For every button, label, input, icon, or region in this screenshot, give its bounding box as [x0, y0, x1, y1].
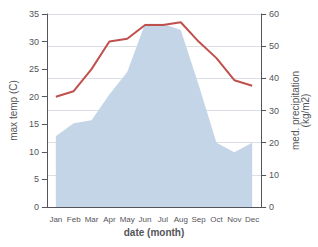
svg-text:60: 60 — [269, 9, 279, 19]
svg-text:Jan: Jan — [49, 215, 62, 224]
svg-text:35: 35 — [29, 9, 39, 19]
svg-text:10: 10 — [269, 170, 279, 180]
svg-text:Apr: Apr — [103, 215, 116, 224]
svg-text:20: 20 — [269, 138, 279, 148]
svg-text:10: 10 — [29, 147, 39, 157]
svg-text:Nov: Nov — [227, 215, 241, 224]
svg-text:Aug: Aug — [174, 215, 188, 224]
svg-text:50: 50 — [269, 41, 279, 51]
svg-text:max temp (C): max temp (C) — [8, 80, 19, 141]
svg-text:med. precipitation: med. precipitation — [289, 71, 301, 150]
svg-text:May: May — [120, 215, 135, 224]
svg-text:25: 25 — [29, 64, 39, 74]
svg-text:Mar: Mar — [85, 215, 99, 224]
svg-text:0: 0 — [269, 202, 274, 212]
svg-text:Dec: Dec — [245, 215, 259, 224]
svg-text:40: 40 — [269, 73, 279, 83]
svg-text:30: 30 — [29, 37, 39, 47]
svg-text:30: 30 — [269, 106, 279, 116]
svg-text:0: 0 — [34, 202, 39, 212]
svg-text:date (month): date (month) — [124, 227, 185, 238]
svg-text:5: 5 — [34, 174, 39, 184]
svg-text:Oct: Oct — [210, 215, 223, 224]
svg-text:Sep: Sep — [192, 215, 207, 224]
svg-text:Feb: Feb — [67, 215, 81, 224]
svg-text:(kg/m2): (kg/m2) — [300, 94, 311, 128]
svg-text:20: 20 — [29, 92, 39, 102]
svg-text:15: 15 — [29, 119, 39, 129]
svg-text:Jul: Jul — [158, 215, 168, 224]
svg-text:Jun: Jun — [139, 215, 152, 224]
